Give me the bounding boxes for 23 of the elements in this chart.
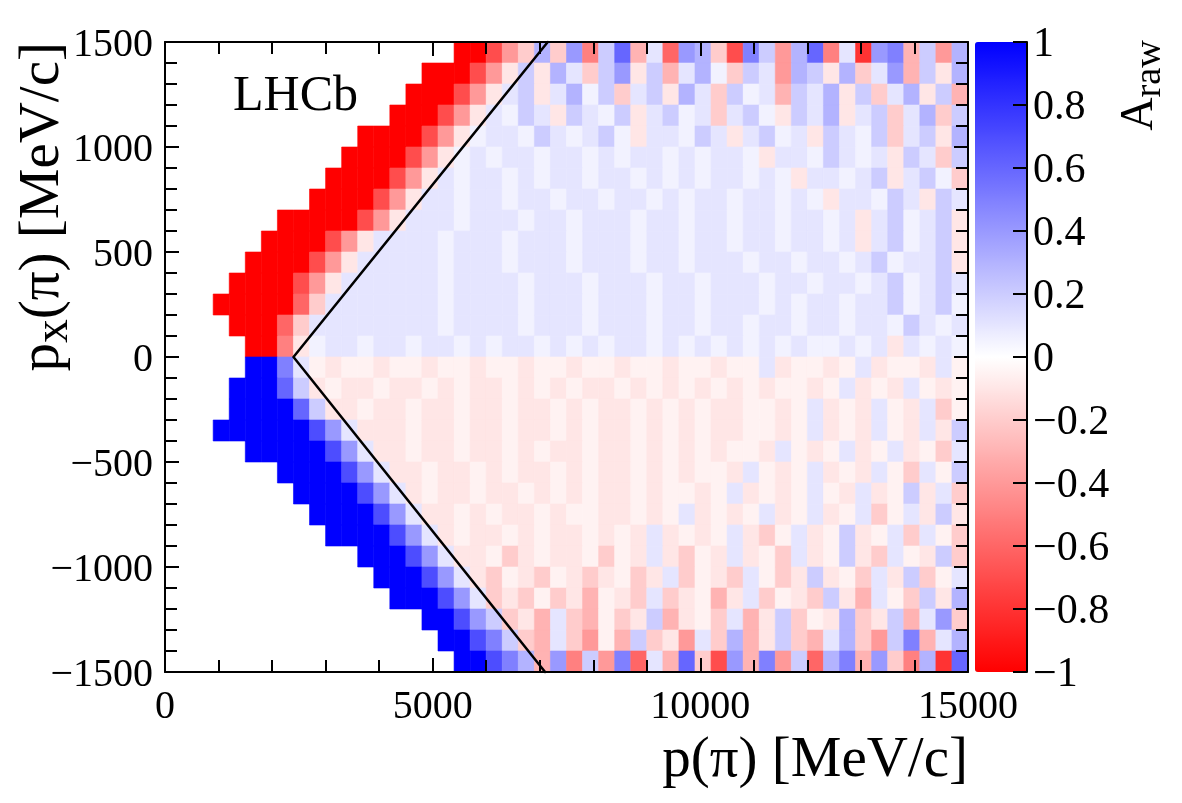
x-axis-title: p(π) [MeV/c]	[662, 725, 968, 789]
y-tick-label: −500	[70, 439, 153, 485]
color-bar-label: −0.6	[1033, 523, 1110, 569]
color-bar-label: 1	[1033, 19, 1054, 65]
color-bar-label: 0.2	[1033, 271, 1086, 317]
x-tick-label: 5000	[392, 681, 473, 727]
color-bar-label: −0.8	[1033, 586, 1110, 632]
y-tick-label: 500	[93, 229, 153, 275]
color-bar-label: −0.4	[1033, 460, 1110, 506]
annotation: LHCb	[233, 65, 358, 121]
color-bar-label: 0.4	[1033, 208, 1086, 254]
x-tick-label: 10000	[650, 681, 751, 727]
y-tick-label: 0	[133, 334, 153, 380]
x-tick-label: 15000	[918, 681, 1018, 727]
color-bar-label: 0.8	[1033, 82, 1086, 128]
y-tick-label: −1500	[50, 649, 153, 695]
color-bar-label: −0.2	[1033, 397, 1110, 443]
color-bar-label: −1	[1033, 649, 1078, 695]
color-bar-label: 0	[1033, 334, 1054, 380]
color-bar-label: 0.6	[1033, 145, 1086, 191]
y-tick-label: −1000	[50, 544, 153, 590]
y-tick-label: 1500	[73, 19, 153, 65]
y-tick-label: 1000	[73, 124, 153, 170]
